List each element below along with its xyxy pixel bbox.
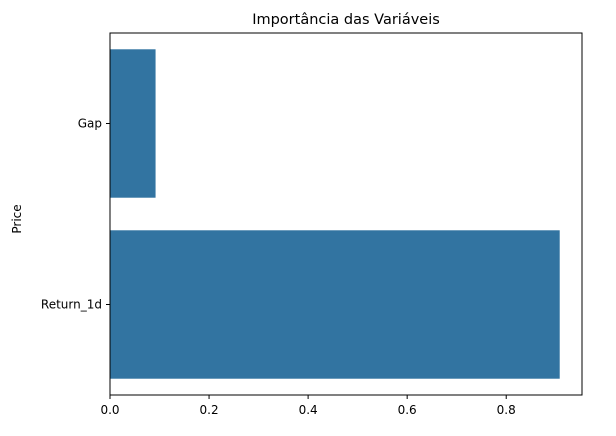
x-tick-label: 0.6 [398,403,417,417]
bar-gap [110,49,156,198]
x-tick-label: 0.0 [100,403,119,417]
y-tick-label: Return_1d [41,298,102,312]
plot-frame [109,32,583,396]
plot-area [110,49,560,379]
y-tick-label: Gap [78,117,102,131]
x-tick-label: 0.2 [200,403,219,417]
x-tick-label: 0.4 [299,403,318,417]
chart-title: Importância das Variáveis [252,12,440,28]
y-axis-label: Price [10,204,24,233]
bar-return-1d [110,230,560,379]
x-tick-label: 0.8 [497,403,516,417]
